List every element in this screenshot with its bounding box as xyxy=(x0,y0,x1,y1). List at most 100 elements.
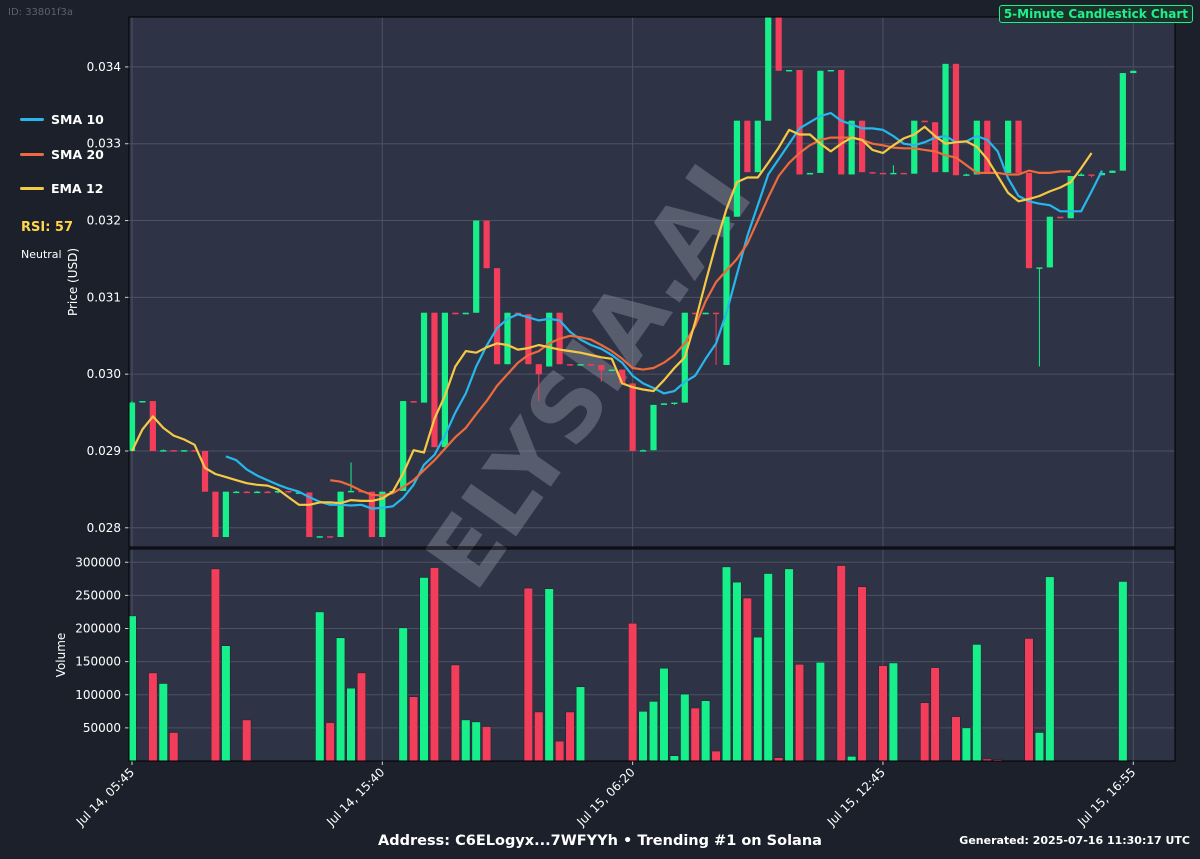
price-tick-label: 0.028 xyxy=(87,521,121,535)
volume-bar xyxy=(555,740,565,761)
volume-bar xyxy=(690,707,700,761)
price-panel xyxy=(129,17,1175,547)
volume-bar xyxy=(888,662,898,761)
candle-body xyxy=(754,120,761,173)
volume-bar xyxy=(429,567,440,761)
volume-bar xyxy=(784,568,794,761)
volume-bar xyxy=(534,711,544,761)
volume-bar xyxy=(461,719,471,761)
price-tick-label: 0.030 xyxy=(87,367,121,381)
candle-body xyxy=(420,312,428,403)
candle-body xyxy=(744,120,751,173)
price-tick-label: 0.033 xyxy=(87,137,121,151)
volume-bar xyxy=(628,622,638,761)
volume-bars xyxy=(129,565,1128,761)
candle-body xyxy=(1015,120,1022,173)
volume-bar xyxy=(315,611,325,761)
candle-body xyxy=(608,369,615,371)
candle-body xyxy=(827,70,834,72)
candle-body xyxy=(629,383,636,451)
candle-body xyxy=(848,120,855,175)
candle-body xyxy=(869,172,876,174)
volume-bar xyxy=(836,565,846,761)
candle-body xyxy=(139,401,146,403)
price-tick-label: 0.029 xyxy=(87,444,121,458)
volume-tick-label: 250000 xyxy=(75,588,121,602)
volume-bar xyxy=(409,696,419,761)
volume-bar xyxy=(774,757,784,761)
candle-body xyxy=(932,122,939,173)
volume-bar xyxy=(857,586,867,761)
moving-averages xyxy=(131,111,1103,510)
volume-bar xyxy=(1024,638,1034,761)
legend-swatch-ema12 xyxy=(20,186,44,190)
candle-body xyxy=(201,450,209,492)
volume-tick-label: 50000 xyxy=(83,721,121,735)
volume-bar xyxy=(242,719,252,761)
candle-body xyxy=(462,312,469,315)
candle-body xyxy=(535,364,542,375)
volume-bar xyxy=(742,597,752,761)
candle-body xyxy=(264,491,271,494)
candle-body xyxy=(546,312,553,367)
legend: SMA 10 SMA 20 EMA 12 xyxy=(20,110,130,200)
volume-tick-label: 150000 xyxy=(75,655,121,669)
candle-body xyxy=(1109,170,1116,173)
candle-body xyxy=(660,403,668,405)
volume-bar xyxy=(680,693,690,761)
candle-body xyxy=(170,450,177,452)
candle-body xyxy=(775,17,782,71)
candle-body xyxy=(984,120,991,173)
candle-body xyxy=(817,70,824,173)
candle-body xyxy=(921,120,928,123)
candle-body xyxy=(890,172,897,175)
candle-body xyxy=(191,450,198,452)
candle-body xyxy=(316,536,323,538)
volume-bar xyxy=(878,665,888,761)
candle-body xyxy=(587,364,595,366)
chart-title: 5-Minute Candlestick Chart xyxy=(998,5,1193,23)
candle-body xyxy=(129,402,136,451)
candle-body xyxy=(181,450,188,452)
volume-bar xyxy=(847,756,857,761)
volume-bar xyxy=(325,722,335,761)
volume-bar xyxy=(450,664,460,761)
candle-body xyxy=(243,491,250,494)
rsi-value: RSI: 57 xyxy=(21,220,74,235)
ema12-line xyxy=(131,125,1093,506)
candle-body xyxy=(1119,73,1126,171)
candle-body xyxy=(285,490,292,493)
candle-body xyxy=(879,172,887,175)
candle-body xyxy=(671,402,678,404)
candle-body xyxy=(952,63,960,176)
candle-body xyxy=(1036,267,1043,269)
volume-tick-label: 300000 xyxy=(75,555,121,569)
candle-body xyxy=(566,364,574,366)
candle-body xyxy=(295,492,302,494)
time-tick-label: Jul 14, 05:45 xyxy=(73,765,137,829)
legend-label-sma20: SMA 20 xyxy=(51,146,104,162)
volume-bar xyxy=(482,726,492,761)
candle-body xyxy=(1046,216,1053,268)
time-tick-label: Jul 15, 06:20 xyxy=(574,765,638,829)
candle-body xyxy=(160,450,167,452)
candle-body xyxy=(410,401,417,403)
footer-address: Address: C6ELogyx...7WFYYh • Trending #1… xyxy=(378,833,822,849)
volume-bar xyxy=(638,711,648,761)
candle-body xyxy=(368,491,375,538)
candle-body xyxy=(619,369,626,384)
price-panel-border xyxy=(128,16,1176,548)
candle-body xyxy=(942,63,949,173)
candle-body xyxy=(692,312,699,315)
volume-bar xyxy=(951,716,961,761)
volume-bar xyxy=(336,637,346,761)
volume-bar xyxy=(721,566,732,761)
candle-body xyxy=(577,364,584,366)
volume-bar xyxy=(1045,576,1055,761)
legend-item-ema12: EMA 12 xyxy=(20,179,103,197)
volume-bar xyxy=(346,687,356,761)
candle-body xyxy=(347,490,355,493)
candle-body xyxy=(785,70,793,72)
candle-body xyxy=(598,364,605,371)
candle-body xyxy=(233,491,240,494)
